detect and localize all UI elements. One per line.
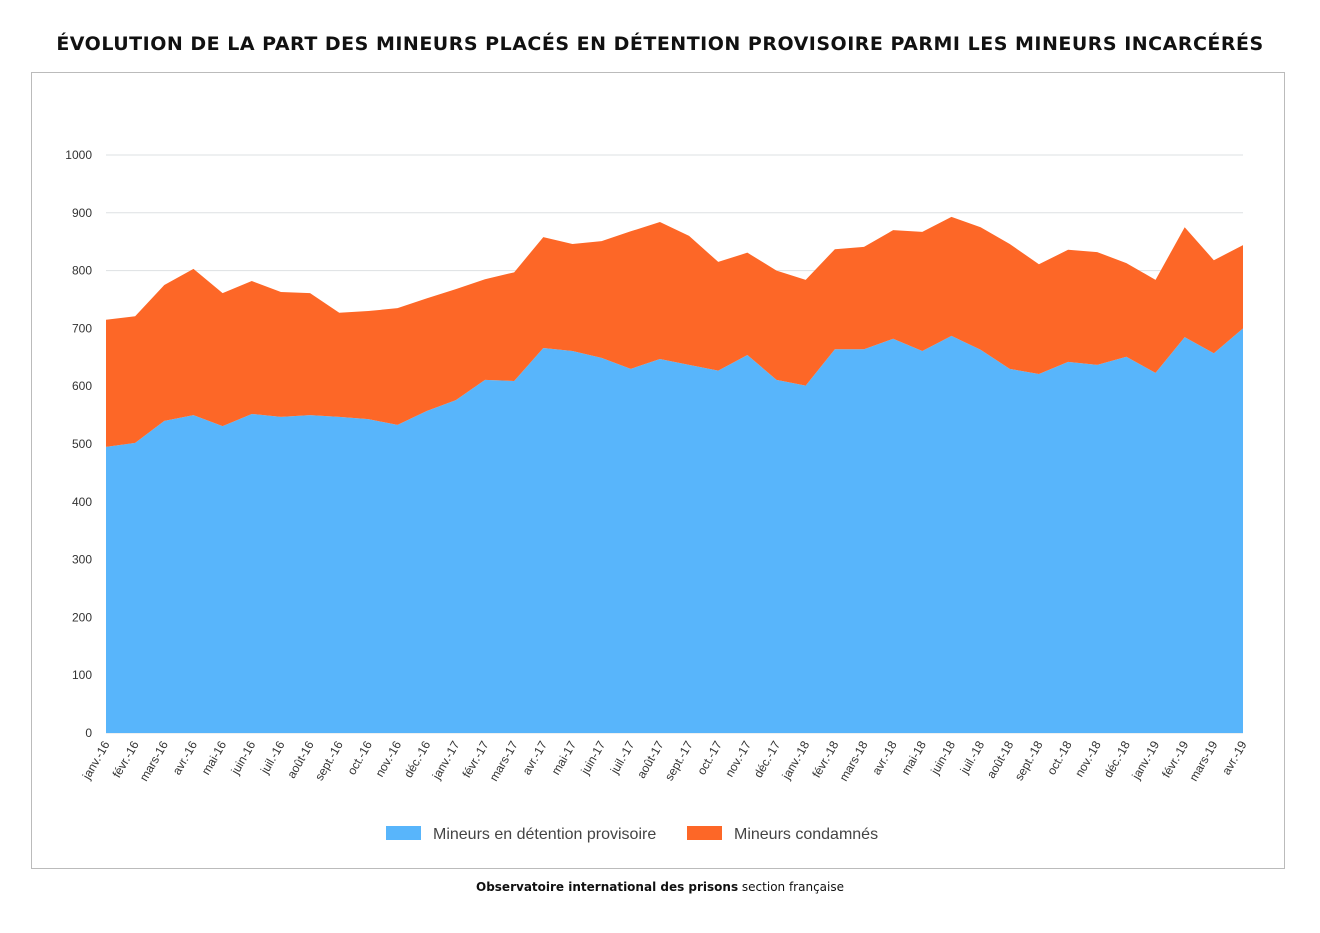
x-tick-label: mars-17 [487,738,521,783]
x-tick-label: oct.-16 [345,738,376,777]
x-tick-label: févr.-16 [110,738,142,780]
x-tick-label: juin-16 [228,738,259,777]
y-tick-label: 1000 [65,148,92,162]
x-tick-label: juil.-17 [607,738,637,777]
area-series-1 [106,328,1243,733]
x-tick-label: janv.-16 [79,738,113,782]
x-tick-label: juin-17 [578,738,609,777]
x-tick-label: sept.-16 [312,738,346,783]
footer-credit: Observatoire international des prisons s… [0,880,1320,894]
y-tick-label: 800 [72,264,92,278]
x-tick-label: janv.-17 [429,738,463,782]
legend-swatch [386,826,421,840]
footer-org: Observatoire international des prisons [476,880,739,894]
y-tick-label: 900 [72,206,92,220]
x-tick-label: mai-16 [199,738,230,777]
x-tick-label: sept.-18 [1012,738,1046,783]
x-tick-label: avr.-18 [869,738,900,777]
area-series-2 [106,216,1243,447]
x-tick-label: janv.-18 [779,738,813,782]
x-tick-label: févr.-17 [459,738,491,780]
areas [106,216,1243,733]
x-tick-label: mars-18 [836,738,870,783]
x-tick-label: déc.-18 [1101,738,1133,780]
chart-title: ÉVOLUTION DE LA PART DES MINEURS PLACÉS … [56,33,1264,55]
x-tick-label: juil.-16 [257,738,287,777]
y-tick-label: 0 [85,726,92,740]
x-tick-label: déc.-17 [751,738,783,780]
x-tick-label: nov.-16 [372,738,404,779]
x-tick-label: févr.-19 [1159,738,1191,780]
y-tick-label: 200 [72,610,92,624]
legend-label: Mineurs en détention provisoire [433,826,656,843]
y-tick-label: 700 [72,321,92,335]
x-tick-label: mars-19 [1186,738,1220,783]
y-tick-label: 100 [72,668,92,682]
x-tick-label: déc.-16 [401,738,433,780]
x-tick-label: oct.-18 [1044,738,1075,777]
legend-swatch [687,826,722,840]
x-tick-label: mai-18 [898,738,929,777]
x-tick-label: avr.-16 [170,738,201,777]
x-tick-label: sept.-17 [662,738,696,783]
y-tick-label: 300 [72,553,92,567]
footer-section: section française [738,880,844,894]
x-tick-label: mars-16 [137,738,171,783]
y-axis-ticks: 0 100 200 300 400 500 600 700 800 900 1000 [65,148,92,740]
x-tick-label: avr.-19 [1219,738,1250,777]
y-tick-label: 600 [72,379,92,393]
y-tick-label: 400 [72,495,92,509]
chart-frame [31,72,1285,869]
legend: Mineurs en détention provisoire Mineurs c… [386,826,878,843]
x-tick-label: juin-18 [927,738,958,777]
x-tick-label: juil.-18 [957,738,987,777]
x-tick-label: nov.-18 [1072,738,1104,779]
x-tick-label: avr.-17 [519,738,550,777]
x-tick-label: févr.-18 [809,738,841,780]
x-tick-label: mai-17 [549,738,580,777]
x-tick-label: oct.-17 [694,738,725,777]
x-tick-label: janv.-19 [1129,738,1163,782]
legend-label: Mineurs condamnés [734,826,878,843]
y-tick-label: 500 [72,437,92,451]
x-tick-label: nov.-17 [722,738,754,779]
